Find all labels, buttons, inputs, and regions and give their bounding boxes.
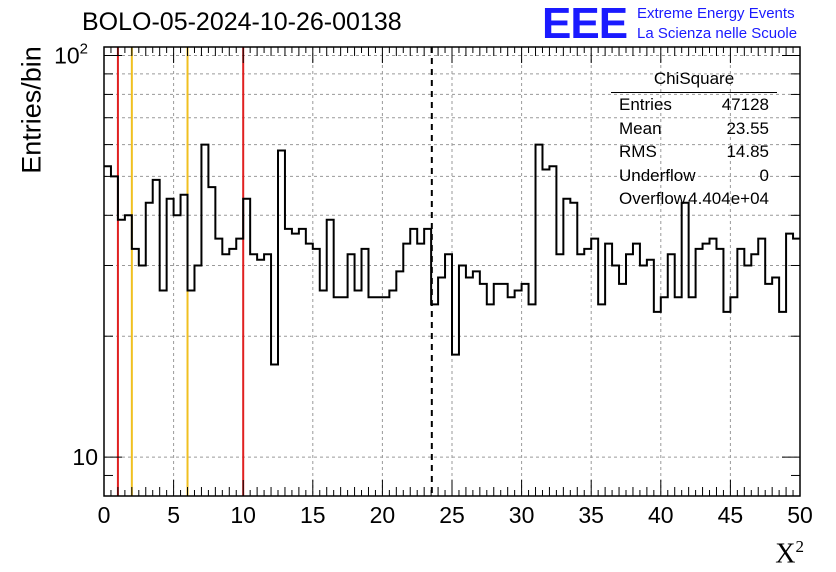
x-tick-label: 15 (300, 502, 326, 528)
eee-logo-letters: EEE (542, 0, 628, 48)
stats-value: 14.85 (726, 142, 769, 161)
stats-value: 23.55 (726, 118, 769, 138)
chart-title: BOLO-05-2024-10-26-00138 (82, 8, 402, 36)
stats-value: 4.404e+04 (688, 189, 769, 208)
stats-row-mean: Mean 23.55 (611, 117, 777, 141)
x-axis-label: X2 (775, 537, 804, 570)
stats-box: ChiSquare Entries 47128 Mean 23.55 RMS 1… (611, 68, 777, 211)
x-axis-label-superscript: 2 (795, 536, 805, 556)
y-tick-label: 102 (54, 41, 88, 69)
y-axis-label: Entries/bin (16, 46, 47, 174)
x-tick-label: 40 (648, 502, 674, 528)
x-tick-label: 50 (787, 502, 813, 528)
stats-box-title: ChiSquare (611, 68, 777, 93)
x-tick-label: 35 (578, 502, 604, 528)
stats-row-overflow: Overflow 4.404e+04 (611, 187, 777, 211)
x-tick-label: 10 (230, 502, 256, 528)
stats-label: Entries (619, 95, 672, 114)
x-tick-label: 30 (509, 502, 535, 528)
stats-row-rms: RMS 14.85 (611, 140, 777, 164)
x-tick-label: 45 (718, 502, 744, 528)
marker-lines (116, 47, 433, 496)
stats-value: 0 (759, 165, 769, 185)
y-tick-label: 10 (72, 444, 98, 470)
stats-value: 47128 (721, 95, 769, 114)
logo-line-2: La Scienza nelle Scuole (637, 25, 798, 42)
stats-label: Mean (619, 118, 662, 138)
stats-row-entries: Entries 47128 (611, 93, 777, 117)
stats-label: Underflow (619, 165, 696, 185)
stats-label: Overflow (619, 189, 687, 208)
eee-logo: EEE Extreme Energy Events La Scienza nel… (540, 0, 834, 48)
x-axis-label-base: X (775, 538, 796, 569)
axis-ticks: 0 5 10 15 20 25 30 35 40 45 50 10 102 (54, 41, 813, 528)
x-tick-label: 20 (370, 502, 396, 528)
stats-row-underflow: Underflow 0 (611, 164, 777, 188)
x-tick-label: 5 (167, 502, 180, 528)
x-tick-label: 0 (98, 502, 111, 528)
logo-line-1: Extreme Energy Events (637, 5, 795, 22)
stats-label: RMS (619, 142, 657, 161)
histogram-series-line (104, 143, 800, 366)
x-tick-label: 25 (439, 502, 465, 528)
